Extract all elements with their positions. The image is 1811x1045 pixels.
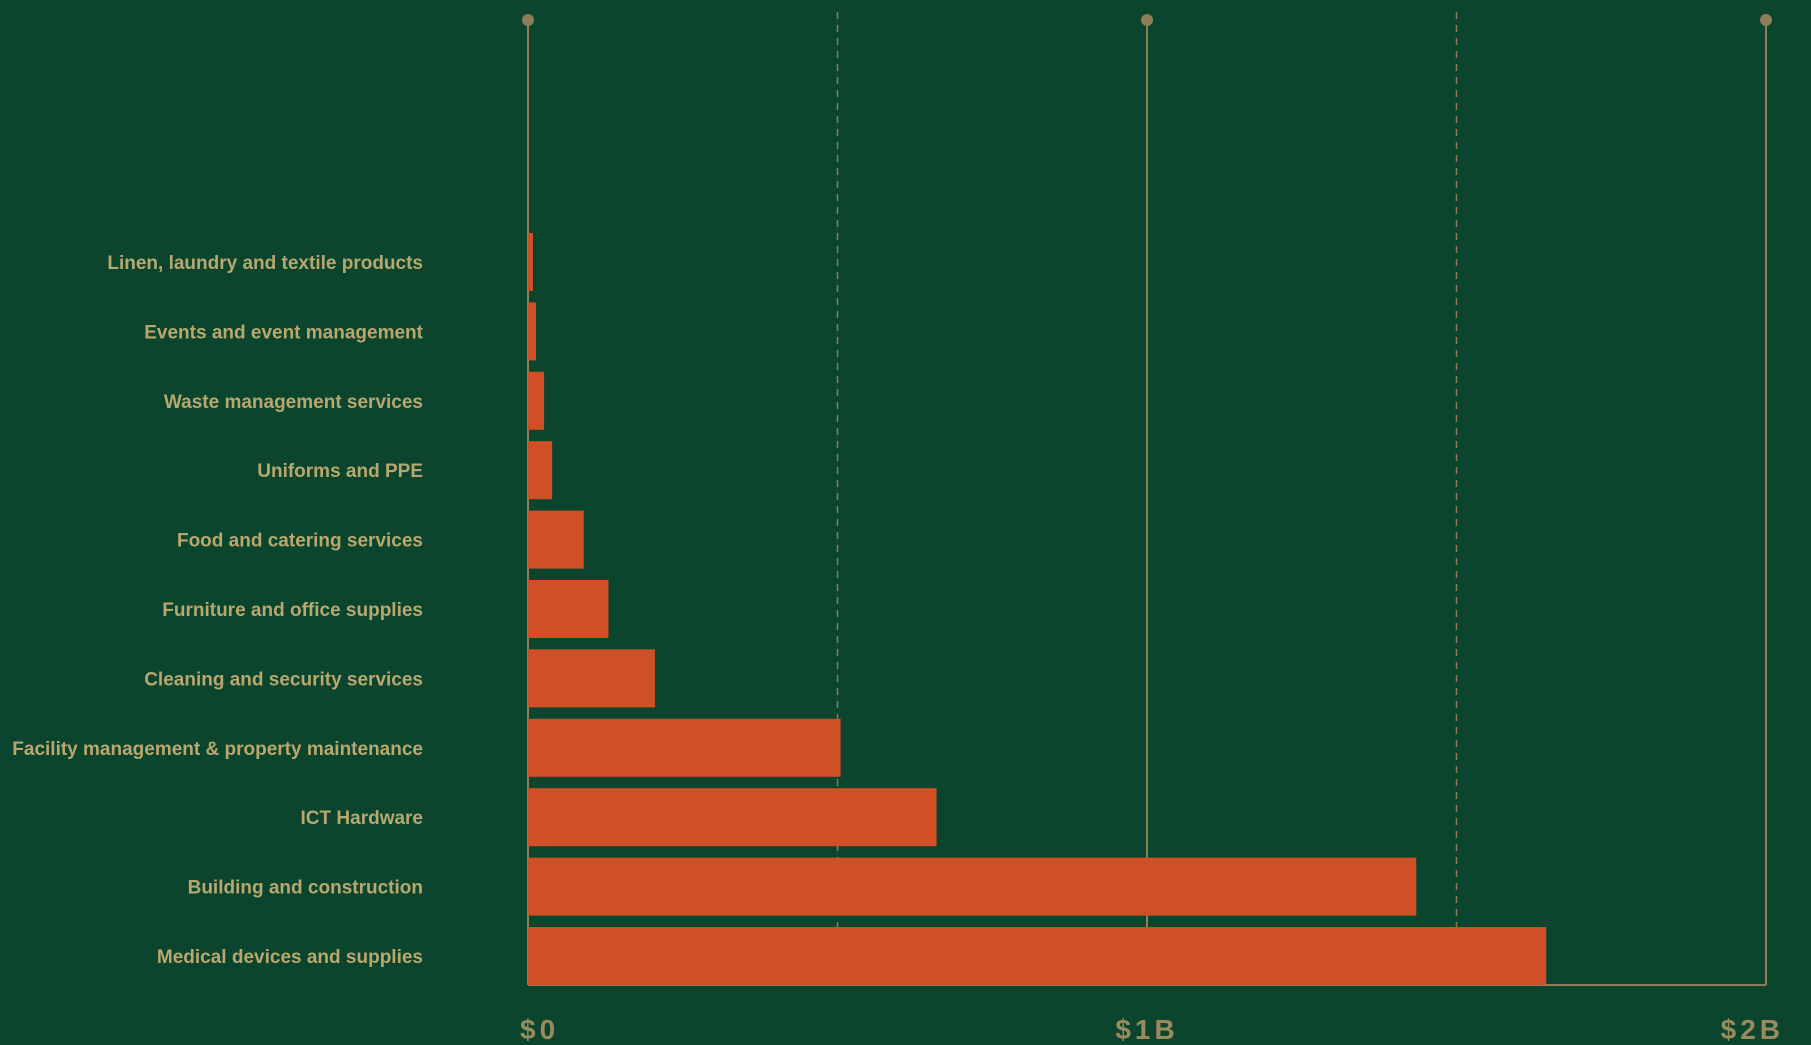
category-label-4: Food and catering services [177,531,423,552]
bar-0 [528,233,533,291]
category-label-7: Facility management & property maintenan… [12,739,423,760]
category-label-2: Waste management services [164,392,423,413]
x-tick-label-2: $2B [1721,1014,1784,1045]
x-tick-label-0: $0 [520,1014,559,1045]
bar-3 [528,441,553,500]
bars [528,233,1547,985]
bar-6 [528,649,655,708]
bar-5 [528,580,609,638]
bar-4 [528,510,584,569]
bar-1 [528,302,537,361]
category-label-10: Medical devices and supplies [157,947,423,968]
category-label-6: Cleaning and security services [144,669,423,690]
gridline-dot-2 [1760,14,1772,26]
bar-7 [528,718,841,777]
x-tick-label-1: $1B [1115,1014,1178,1045]
category-label-3: Uniforms and PPE [257,461,423,482]
gridline-dot-0 [522,14,534,26]
category-label-8: ICT Hardware [301,808,423,829]
bar-10 [528,927,1547,985]
category-label-0: Linen, laundry and textile products [107,253,423,274]
category-label-1: Events and event management [144,322,423,343]
bar-8 [528,788,937,847]
bar-9 [528,857,1417,916]
category-labels: Linen, laundry and textile products Event… [12,253,423,968]
gridline-dot-1 [1141,14,1153,26]
category-label-9: Building and construction [188,878,423,899]
bar-2 [528,371,545,430]
category-label-5: Furniture and office supplies [162,600,423,621]
x-axis-ticks: $0 $1B $2B [520,1014,1784,1045]
